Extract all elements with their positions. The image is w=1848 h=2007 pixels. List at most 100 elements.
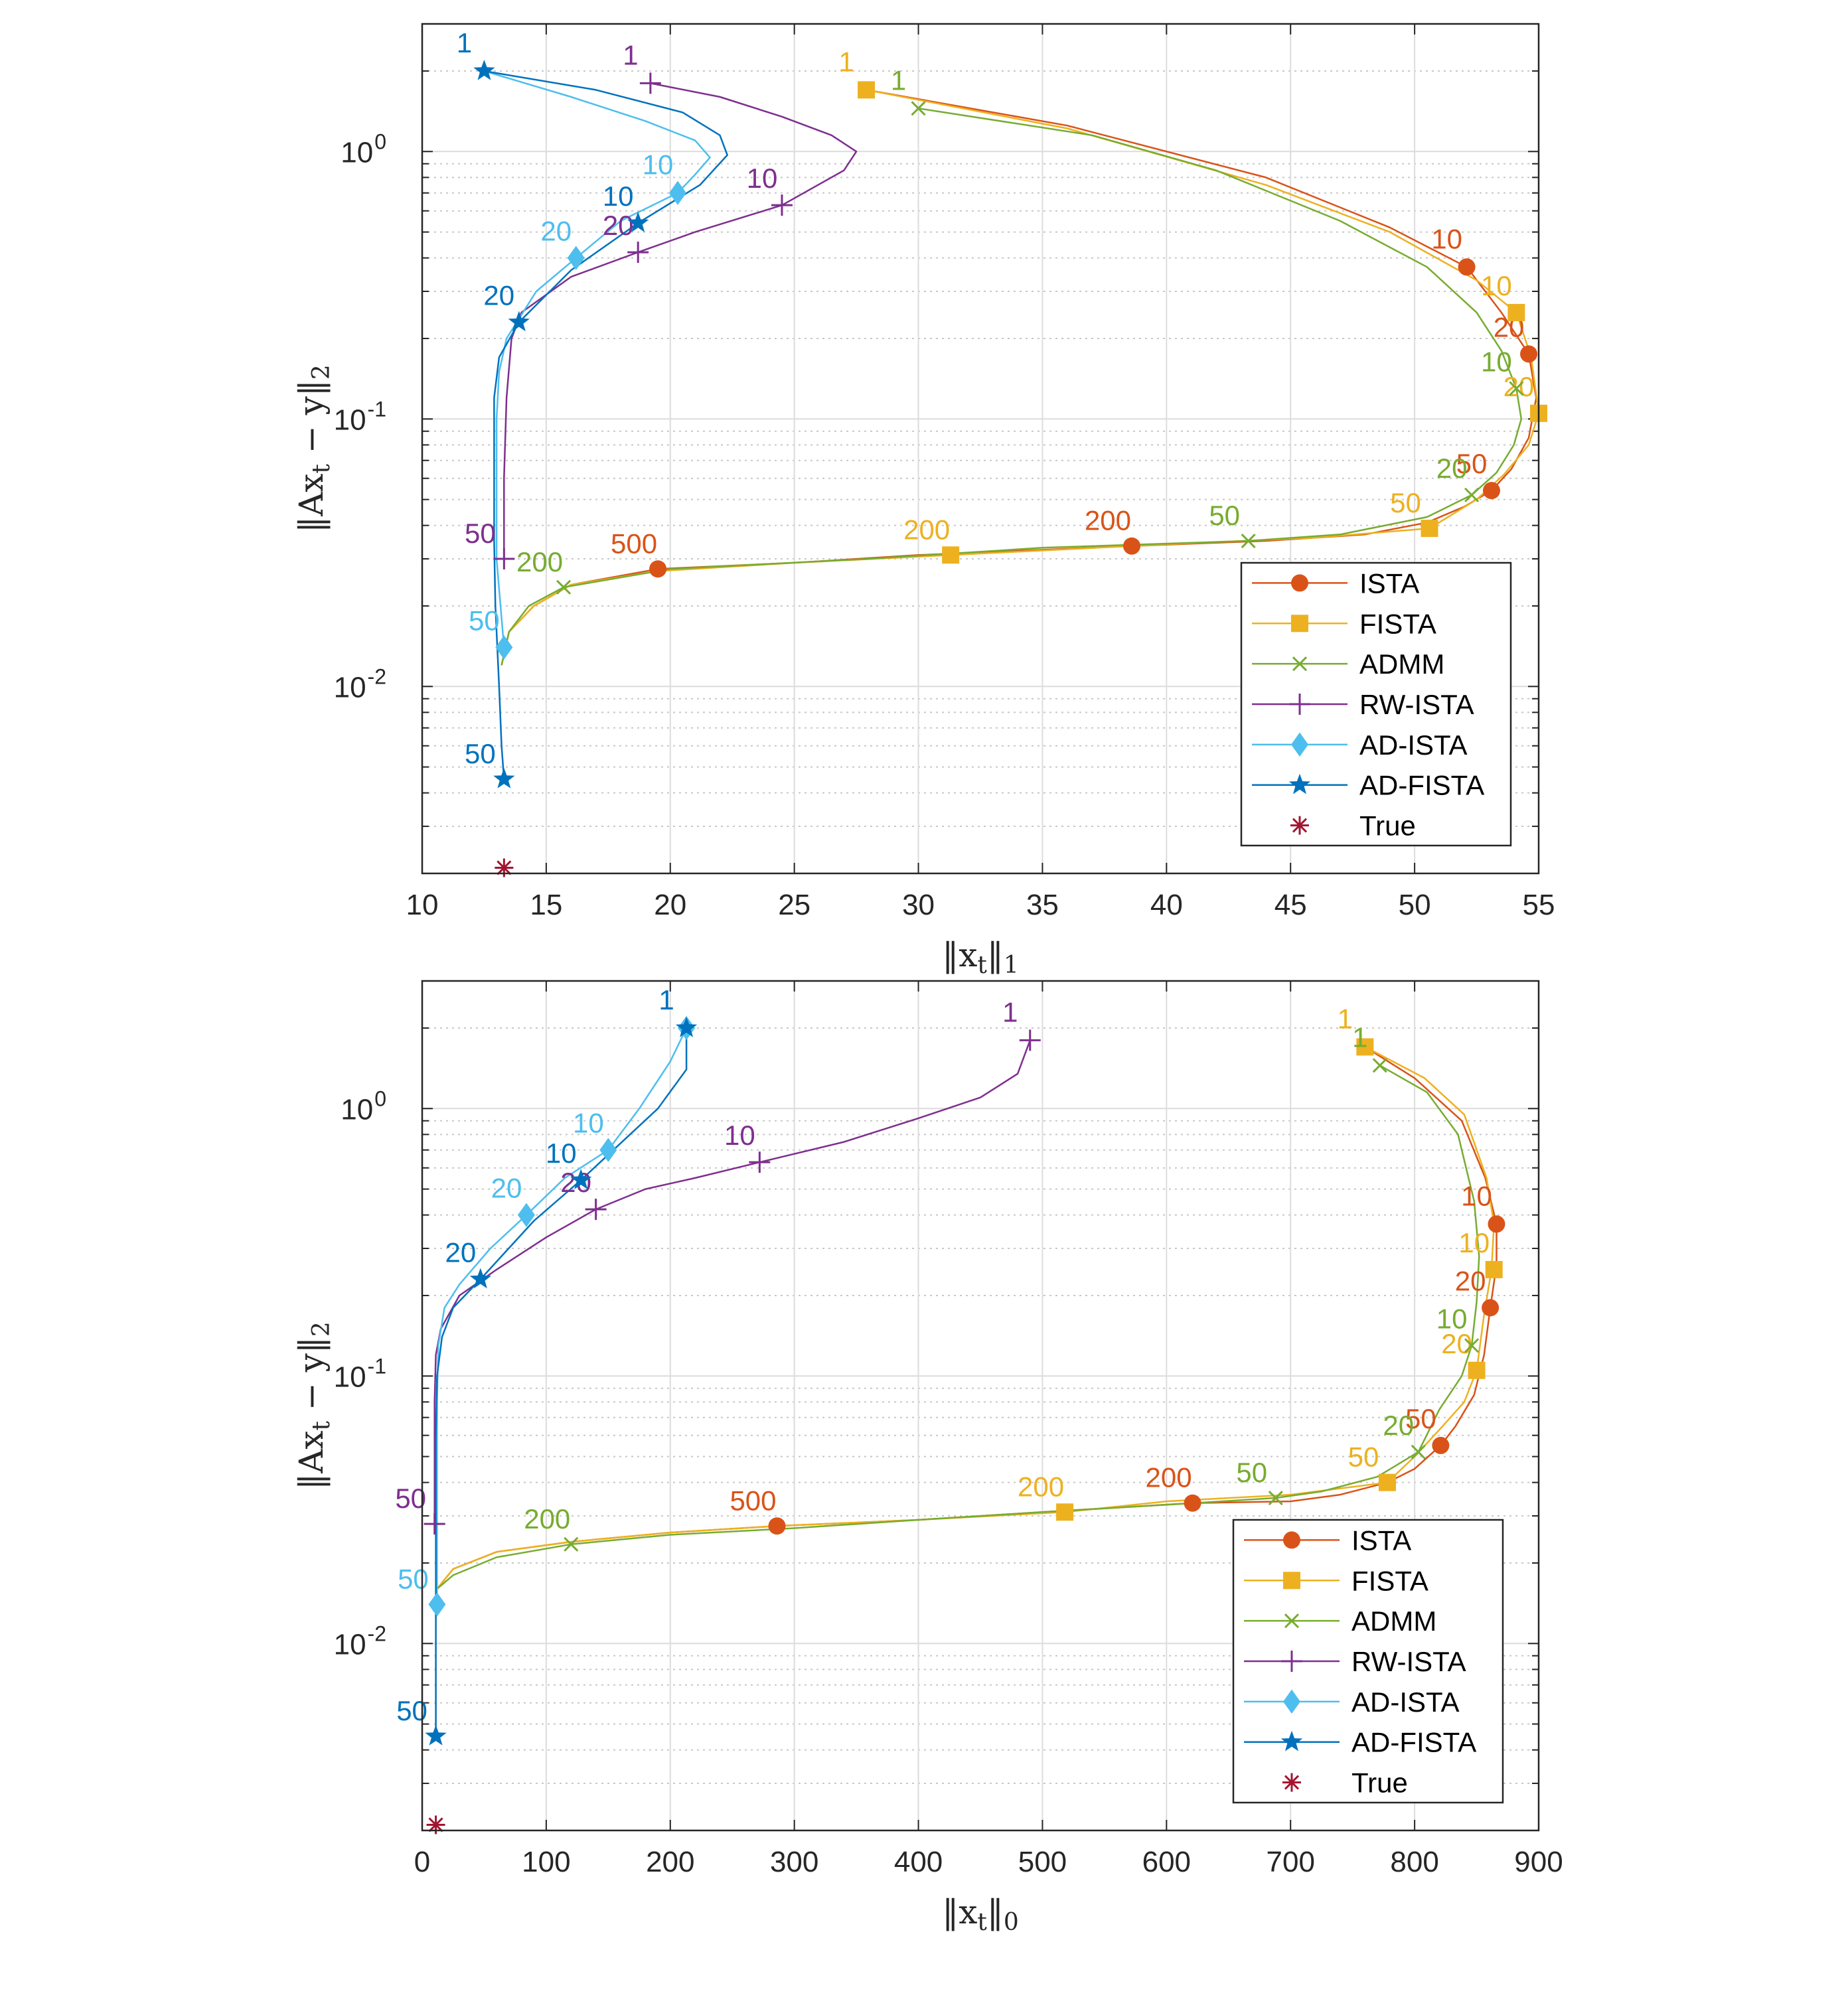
legend-label: RW-ISTA bbox=[1359, 689, 1474, 720]
iteration-label-ista: 20 bbox=[1455, 1265, 1486, 1296]
marker-ad-ista bbox=[495, 635, 513, 660]
x-tick-label: 0 bbox=[414, 1846, 430, 1878]
marker-ad-ista bbox=[428, 1592, 446, 1617]
legend-marker bbox=[1281, 1651, 1302, 1672]
legend-marker bbox=[1290, 816, 1309, 835]
marker-admm bbox=[1464, 487, 1480, 502]
legend-label: True bbox=[1351, 1767, 1408, 1799]
legend-label: FISTA bbox=[1359, 608, 1436, 639]
x-tick-label: 500 bbox=[1018, 1846, 1067, 1878]
iteration-label-ad-fista: 10 bbox=[546, 1138, 577, 1169]
legend-marker bbox=[1283, 1689, 1300, 1714]
iteration-label-fista: 1 bbox=[838, 46, 854, 77]
marker-rw-ista bbox=[1019, 1029, 1041, 1051]
legend-marker bbox=[1280, 1730, 1303, 1751]
legend-marker bbox=[1291, 615, 1308, 632]
marker-admm bbox=[911, 101, 926, 116]
legend-label: RW-ISTA bbox=[1351, 1646, 1466, 1677]
legend-label: AD-ISTA bbox=[1359, 729, 1468, 761]
x-tick-label: 100 bbox=[522, 1846, 570, 1878]
marker-ad-ista bbox=[599, 1138, 617, 1162]
x-tick-label: 400 bbox=[894, 1846, 943, 1878]
legend-label: True bbox=[1359, 810, 1416, 842]
marker-ista bbox=[1432, 1436, 1450, 1454]
x-tick-label: 10 bbox=[406, 889, 439, 921]
legend-entry-ad-fista: AD-FISTA bbox=[1244, 1727, 1476, 1758]
iteration-label-rw-ista: 10 bbox=[747, 163, 778, 194]
legend-label: AD-FISTA bbox=[1351, 1727, 1476, 1758]
marker-fista bbox=[1378, 1473, 1396, 1491]
iteration-label-ista: 200 bbox=[1085, 505, 1131, 536]
iteration-label-ista: 50 bbox=[1405, 1403, 1436, 1434]
marker-rw-ista bbox=[585, 1199, 607, 1221]
marker-ad-fista bbox=[627, 212, 649, 232]
legend-entry-fista: FISTA bbox=[1244, 1565, 1428, 1596]
legend-entry-rw-ista: RW-ISTA bbox=[1244, 1646, 1466, 1677]
legend-entry-ista: ISTA bbox=[1244, 1524, 1411, 1556]
marker-fista bbox=[1056, 1503, 1074, 1521]
x-tick-label: 700 bbox=[1267, 1846, 1315, 1878]
marker-true bbox=[426, 1815, 445, 1834]
iteration-label-ad-ista: 20 bbox=[540, 216, 572, 247]
iteration-label-fista: 50 bbox=[1390, 487, 1421, 518]
iteration-label-admm: 1 bbox=[1352, 1021, 1367, 1053]
iteration-label-rw-ista: 20 bbox=[560, 1167, 591, 1198]
series-line-rw-ista bbox=[503, 82, 858, 559]
marker-ad-fista bbox=[473, 60, 495, 80]
marker-fista bbox=[1468, 1361, 1486, 1379]
marker-fista bbox=[1507, 303, 1525, 321]
iteration-label-ista: 200 bbox=[1146, 1462, 1192, 1493]
legend-marker bbox=[1282, 1773, 1301, 1792]
y-tick-exponent: -1 bbox=[368, 397, 386, 421]
iteration-label-admm: 10 bbox=[1436, 1303, 1468, 1334]
iteration-label-fista: 1 bbox=[1338, 1003, 1353, 1034]
legend-entry-ista: ISTA bbox=[1252, 567, 1419, 599]
y-tick-exponent: -2 bbox=[368, 1621, 386, 1645]
marker-rw-ista bbox=[627, 242, 649, 263]
x-tick-label: 15 bbox=[530, 889, 562, 921]
legend-label: ADMM bbox=[1359, 648, 1444, 680]
legend: ISTA FISTA ADMM RW-ISTA AD-ISTA AD-FISTA True bbox=[1240, 561, 1512, 847]
marker-true bbox=[495, 858, 514, 877]
x-label-sub: t bbox=[977, 952, 987, 979]
legend-marker bbox=[1288, 773, 1311, 794]
iteration-label-ad-fista: 20 bbox=[483, 280, 514, 311]
iteration-label-ad-fista: 50 bbox=[465, 738, 496, 769]
x-tick-label: 300 bbox=[770, 1846, 818, 1878]
marker-ad-fista bbox=[425, 1725, 447, 1746]
iteration-label-ista: 10 bbox=[1461, 1180, 1492, 1211]
iteration-label-rw-ista: 50 bbox=[395, 1483, 426, 1514]
legend-marker bbox=[1292, 656, 1308, 672]
marker-fista bbox=[858, 81, 876, 99]
iteration-label-fista: 20 bbox=[1441, 1328, 1472, 1359]
y-tick-exponent: 0 bbox=[374, 1086, 386, 1110]
x-label-post: ‖ bbox=[987, 1893, 1004, 1931]
marker-ad-fista bbox=[493, 768, 515, 788]
iteration-label-admm: 200 bbox=[524, 1503, 570, 1534]
y-label-sub: t bbox=[308, 464, 335, 474]
marker-admm bbox=[1241, 533, 1256, 549]
y-label-b: − y‖ bbox=[292, 380, 331, 464]
legend-label: ADMM bbox=[1351, 1605, 1436, 1637]
iteration-label-ista: 500 bbox=[730, 1485, 776, 1516]
x-tick-label: 50 bbox=[1399, 889, 1431, 921]
marker-ista bbox=[1184, 1494, 1201, 1512]
legend-entry-fista: FISTA bbox=[1252, 608, 1436, 639]
series-line-ad-fista bbox=[435, 1028, 688, 1737]
y-label-sub: t bbox=[308, 1421, 335, 1431]
iteration-label-fista: 200 bbox=[903, 514, 950, 545]
marker-ad-fista bbox=[675, 1017, 698, 1037]
x-tick-label: 55 bbox=[1523, 889, 1555, 921]
marker-admm bbox=[556, 579, 572, 595]
marker-admm bbox=[1464, 1338, 1480, 1353]
iteration-label-ista: 500 bbox=[611, 528, 657, 559]
legend-marker bbox=[1283, 1531, 1300, 1549]
iteration-label-ad-fista: 10 bbox=[603, 181, 634, 212]
legend-marker bbox=[1289, 694, 1310, 715]
x-tick-label: 800 bbox=[1390, 1846, 1438, 1878]
marker-rw-ista bbox=[639, 72, 661, 94]
x-label-sub2: 1 bbox=[1004, 952, 1019, 979]
x-tick-label: 30 bbox=[902, 889, 935, 921]
marker-ad-fista bbox=[508, 311, 530, 332]
